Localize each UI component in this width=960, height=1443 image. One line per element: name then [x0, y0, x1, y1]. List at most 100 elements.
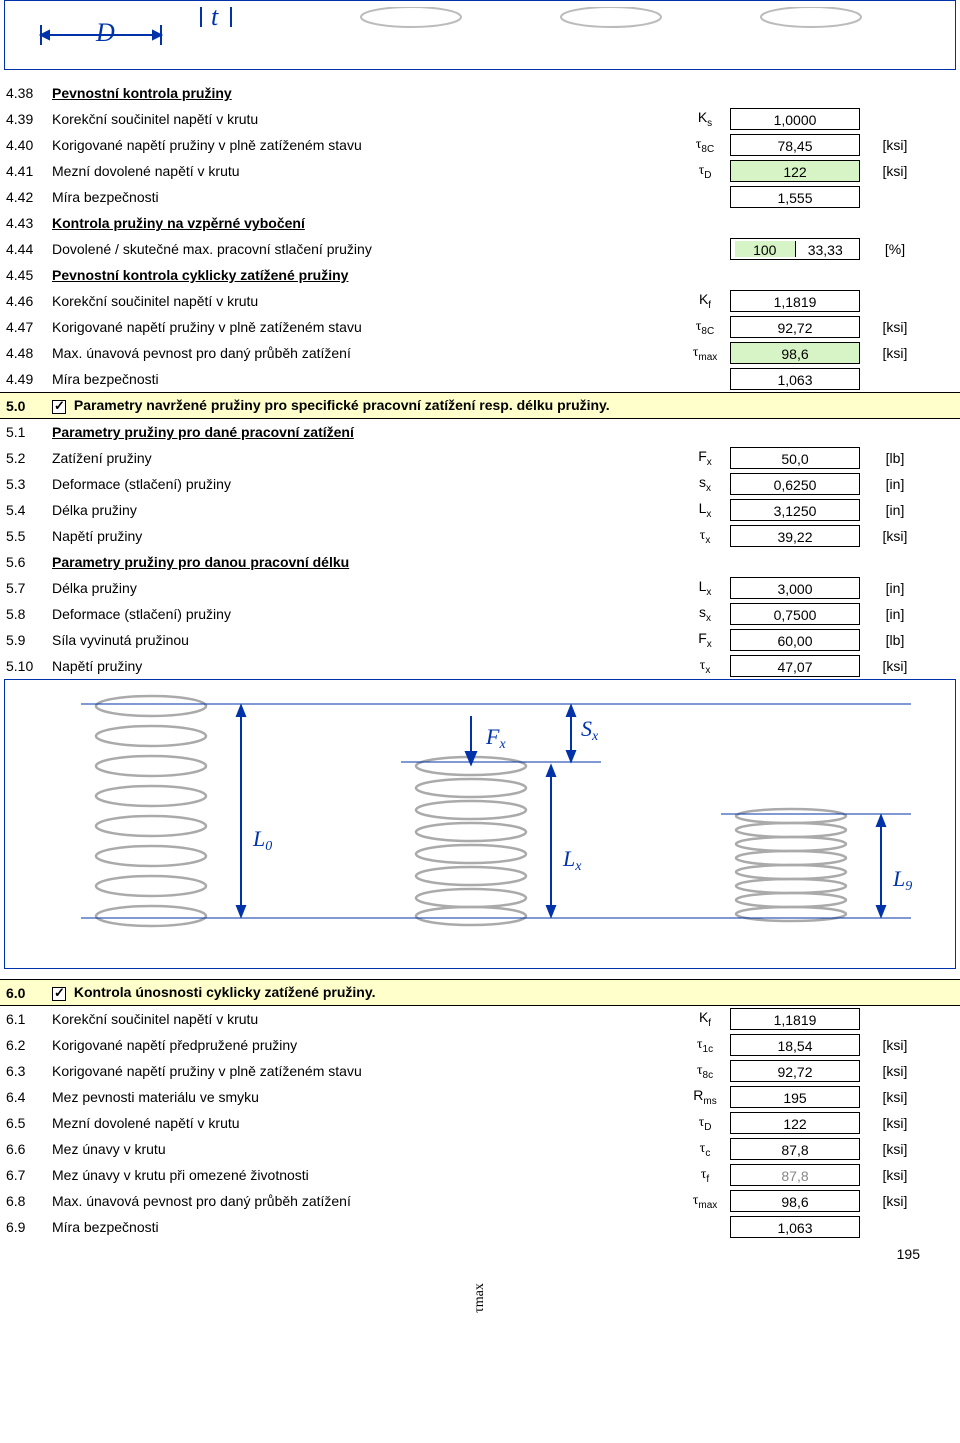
row-value: 39,22 [730, 523, 860, 549]
tau-max-label: τmax [0, 1282, 960, 1308]
row-unit: [in] [860, 575, 930, 601]
row-num: 5.7 [0, 575, 46, 601]
row-num: 5.2 [0, 445, 46, 471]
row-unit: [ksi] [860, 1188, 930, 1214]
row-symbol: Rms [680, 1084, 730, 1110]
row-num: 6.6 [0, 1136, 46, 1162]
row-symbol: τc [680, 1136, 730, 1162]
top-diagram-svg: D t [11, 7, 949, 67]
row-symbol: τ8c [680, 1058, 730, 1084]
row-unit: [in] [860, 471, 930, 497]
row-value: 98,6 [730, 340, 860, 366]
row-desc: Deformace (stlačení) pružiny [46, 471, 680, 497]
row-value: 122 [730, 158, 860, 184]
row-value: 92,72 [730, 314, 860, 340]
row-num: 5.6 [0, 549, 46, 575]
row-value: 60,00 [730, 627, 860, 653]
row-desc: Deformace (stlačení) pružiny [46, 601, 680, 627]
row-unit: [lb] [860, 627, 930, 653]
row-num: 4.42 [0, 184, 46, 210]
row-desc: Dovolené / skutečné max. pracovní stlače… [46, 236, 680, 262]
label-Sx: Sx [581, 716, 599, 744]
row-desc: Parametry pružiny pro dané pracovní zatí… [46, 419, 960, 445]
spring-diagram-box: Fx Sx L0 Lx L9 [4, 679, 956, 969]
label-t: t [211, 7, 219, 31]
row-desc: Korigované napětí předpružené pružiny [46, 1032, 680, 1058]
row-desc: Korekční součinitel napětí v krutu [46, 288, 680, 314]
row-desc: Mez pevnosti materiálu ve smyku [46, 1084, 680, 1110]
row-desc: Mez únavy v krutu při omezené životnosti [46, 1162, 680, 1188]
row-unit: [%] [860, 236, 930, 262]
row-num: 6.2 [0, 1032, 46, 1058]
row-symbol: τ1c [680, 1032, 730, 1058]
sec6-title: Kontrola únosnosti cyklicky zatížené pru… [74, 984, 376, 1000]
row-num: 5.10 [0, 653, 46, 679]
top-diagram-box: D t [4, 0, 956, 70]
row-value: 1,0000 [730, 106, 860, 132]
row-num: 6.1 [0, 1006, 46, 1032]
row-num: 4.43 [0, 210, 46, 236]
row-symbol: Ks [680, 106, 730, 132]
row-unit [860, 288, 930, 314]
row-num: 6.9 [0, 1214, 46, 1240]
row-value: 1,1819 [730, 288, 860, 314]
page-number: 195 [0, 1240, 960, 1282]
row-desc: Parametry pružiny pro danou pracovní dél… [46, 549, 960, 575]
row-unit [860, 106, 930, 132]
row-value: 3,1250 [730, 497, 860, 523]
row-unit: [ksi] [860, 1136, 930, 1162]
row-desc: Síla vyvinutá pružinou [46, 627, 680, 653]
row-value: 18,54 [730, 1032, 860, 1058]
row-value: 78,45 [730, 132, 860, 158]
row-unit: [ksi] [860, 1084, 930, 1110]
row-symbol: Lx [680, 575, 730, 601]
row-unit: [ksi] [860, 653, 930, 679]
label-Fx: Fx [485, 724, 506, 752]
row-value: 87,8 [730, 1162, 860, 1188]
row-value: 1,063 [730, 366, 860, 392]
row-value: 0,6250 [730, 471, 860, 497]
row-value: 0,7500 [730, 601, 860, 627]
row-symbol: τD [680, 1110, 730, 1136]
row-symbol: τx [680, 653, 730, 679]
row-num: 4.45 [0, 262, 46, 288]
row-desc: Napětí pružiny [46, 523, 680, 549]
row-symbol: τmax [680, 1188, 730, 1214]
label-L9: L9 [892, 866, 912, 894]
row-symbol: τx [680, 523, 730, 549]
row-num: 5.5 [0, 523, 46, 549]
row-unit [860, 1006, 930, 1032]
label-Lx: Lx [562, 846, 582, 874]
section-4-table: 4.38Pevnostní kontrola pružiny4.39Korekč… [0, 80, 960, 392]
row-value: 122 [730, 1110, 860, 1136]
row-unit: [ksi] [860, 158, 930, 184]
row-value: 87,8 [730, 1136, 860, 1162]
row-symbol: Fx [680, 627, 730, 653]
row-desc: Korigované napětí pružiny v plně zatížen… [46, 314, 680, 340]
row-desc: Napětí pružiny [46, 653, 680, 679]
sec6-checkbox[interactable] [52, 987, 66, 1001]
label-D: D [95, 18, 115, 47]
row-num: 5.1 [0, 419, 46, 445]
row-unit: [ksi] [860, 1110, 930, 1136]
row-unit: [in] [860, 601, 930, 627]
row-desc: Korekční součinitel napětí v krutu [46, 1006, 680, 1032]
row-num: 4.49 [0, 366, 46, 392]
sec5-checkbox[interactable] [52, 400, 66, 414]
row-symbol: Kf [680, 288, 730, 314]
row-value: 98,6 [730, 1188, 860, 1214]
section-5-bar: 5.0 Parametry navržené pružiny pro speci… [0, 392, 960, 419]
row-value: 50,0 [730, 445, 860, 471]
section-6-bar: 6.0 Kontrola únosnosti cyklicky zatížené… [0, 979, 960, 1006]
row-desc: Korekční součinitel napětí v krutu [46, 106, 680, 132]
row-symbol: τmax [680, 340, 730, 366]
row-unit: [ksi] [860, 132, 930, 158]
row-value: 92,72 [730, 1058, 860, 1084]
row-num: 4.41 [0, 158, 46, 184]
row-symbol [680, 236, 730, 262]
row-symbol: τ8C [680, 132, 730, 158]
row-value: 3,000 [730, 575, 860, 601]
row-desc: Mezní dovolené napětí v krutu [46, 158, 680, 184]
row-num: 6.7 [0, 1162, 46, 1188]
row-desc: Mez únavy v krutu [46, 1136, 680, 1162]
